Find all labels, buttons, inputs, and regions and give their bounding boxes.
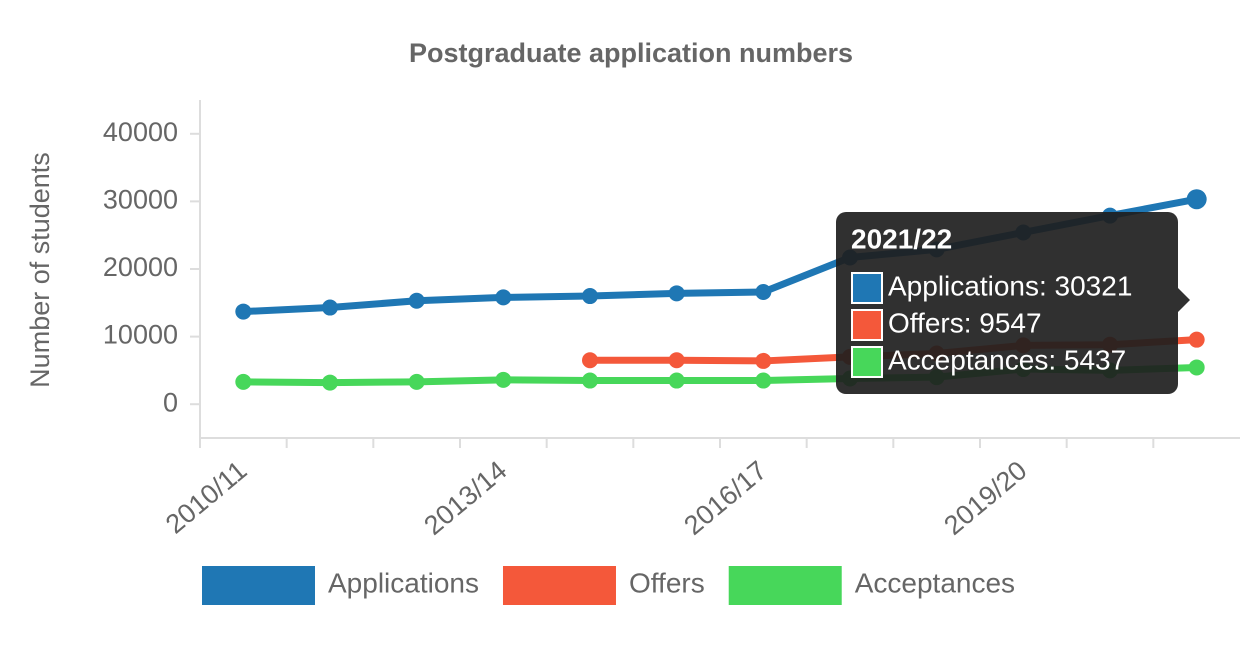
tooltip-line: Acceptances: 5437 bbox=[888, 344, 1126, 375]
y-tick-label: 30000 bbox=[103, 185, 178, 215]
y-tick-label: 10000 bbox=[103, 320, 178, 350]
legend-label: Applications bbox=[328, 567, 479, 598]
data-point bbox=[495, 289, 512, 306]
tooltip: 2021/22 Applications: 30321 Offers: 9547 Ac… bbox=[836, 212, 1190, 394]
data-point bbox=[1186, 189, 1207, 210]
legend-swatch bbox=[502, 566, 616, 605]
data-point bbox=[755, 283, 772, 300]
data-point bbox=[668, 352, 685, 369]
data-point bbox=[755, 352, 772, 369]
tooltip-box bbox=[836, 212, 1178, 394]
data-point bbox=[755, 372, 772, 389]
tooltip-swatch bbox=[851, 309, 883, 341]
tooltip-title: 2021/22 bbox=[851, 223, 952, 254]
x-tick-label: 2010/11 bbox=[160, 455, 253, 539]
x-tick-label: 2016/17 bbox=[678, 455, 772, 541]
legend-swatch bbox=[728, 566, 842, 605]
data-point bbox=[582, 352, 598, 369]
data-point bbox=[408, 292, 425, 309]
data-point bbox=[582, 288, 598, 305]
legend-swatch bbox=[202, 566, 315, 605]
chart-title: Postgraduate application numbers bbox=[409, 38, 853, 68]
tooltip-swatch bbox=[851, 346, 883, 378]
data-point bbox=[322, 299, 338, 316]
data-point bbox=[668, 285, 685, 302]
y-axis-label: Number of students bbox=[25, 152, 55, 388]
tooltip-arrow bbox=[1178, 288, 1190, 312]
data-point bbox=[582, 372, 598, 389]
legend-label: Offers bbox=[629, 567, 705, 598]
tooltip-line: Applications: 30321 bbox=[888, 270, 1132, 301]
tooltip-swatch bbox=[851, 272, 883, 304]
data-point bbox=[322, 374, 338, 391]
data-point bbox=[1188, 331, 1205, 348]
data-point bbox=[235, 373, 252, 390]
data-point bbox=[668, 372, 685, 389]
y-tick-label: 20000 bbox=[103, 252, 178, 282]
data-point bbox=[235, 303, 252, 320]
x-tick-label: 2013/14 bbox=[418, 455, 512, 541]
data-point bbox=[495, 371, 512, 388]
legend-label: Acceptances bbox=[855, 567, 1015, 598]
y-tick-label: 0 bbox=[163, 387, 178, 417]
data-point bbox=[408, 373, 425, 390]
x-tick-label: 2019/20 bbox=[938, 455, 1032, 541]
data-point bbox=[1188, 359, 1205, 376]
y-tick-label: 40000 bbox=[103, 117, 178, 147]
tooltip-line: Offers: 9547 bbox=[888, 307, 1042, 338]
